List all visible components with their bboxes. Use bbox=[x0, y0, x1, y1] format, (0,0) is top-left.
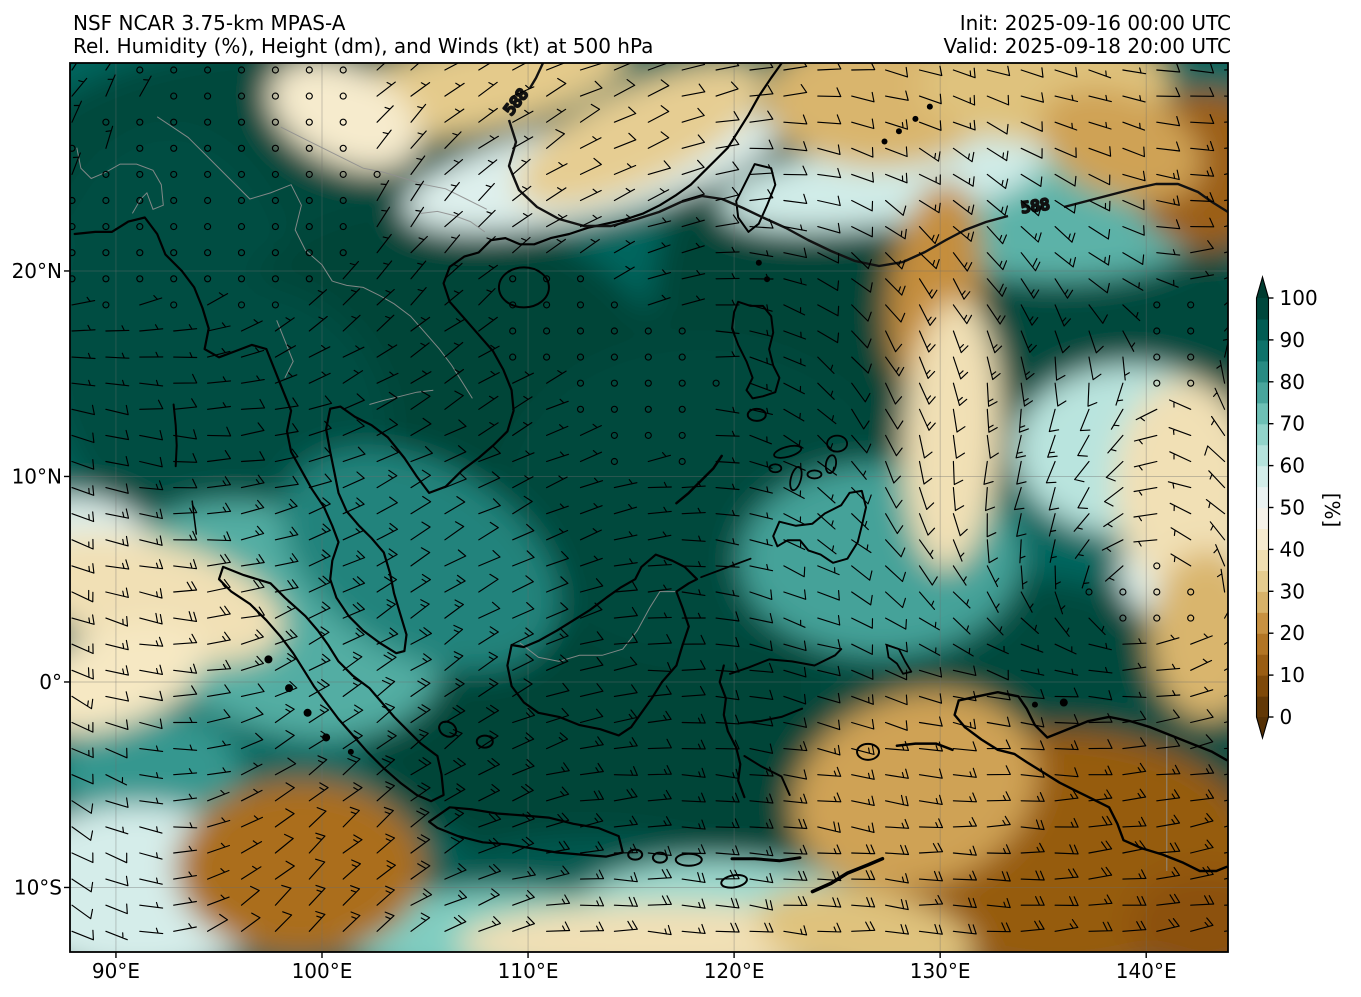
colorbar: 0 10 20 30 40 50 60 70 80 90 100 bbox=[1255, 274, 1318, 741]
colorbar-tick-label: 30 bbox=[1280, 579, 1305, 603]
x-tick-label: 120°E bbox=[704, 959, 765, 983]
figure-title: NSF NCAR 3.75-km MPAS-A bbox=[73, 11, 346, 35]
colorbar-tick-label: 60 bbox=[1280, 454, 1305, 478]
init-time-label: Init: 2025-09-16 00:00 UTC bbox=[959, 11, 1231, 35]
y-tick-label: 10°N bbox=[12, 464, 62, 488]
rh-field-layer bbox=[70, 63, 1228, 952]
y-axis: 20°N 10°N 0° 10°S bbox=[12, 259, 70, 899]
map-frame bbox=[69, 62, 1229, 953]
figure-subtitle: Rel. Humidity (%), Height (dm), and Wind… bbox=[73, 34, 654, 58]
y-tick-label: 20°N bbox=[12, 259, 62, 283]
colorbar-tick-label: 10 bbox=[1280, 663, 1305, 687]
colorbar-tick-label: 100 bbox=[1280, 286, 1318, 310]
colorbar-tick-label: 70 bbox=[1280, 412, 1305, 436]
colorbar-tick-label: 0 bbox=[1280, 705, 1293, 729]
x-axis: 90°E 100°E 110°E 120°E 130°E 140°E bbox=[92, 952, 1177, 983]
colorbar-tick-label: 40 bbox=[1280, 537, 1305, 561]
x-tick-label: 140°E bbox=[1116, 959, 1177, 983]
colorbar-tick-label: 80 bbox=[1280, 370, 1305, 394]
x-tick-label: 110°E bbox=[498, 959, 559, 983]
y-tick-label: 0° bbox=[39, 670, 62, 694]
colorbar-tick-label: 20 bbox=[1280, 621, 1305, 645]
x-tick-label: 90°E bbox=[92, 959, 140, 983]
x-tick-label: 130°E bbox=[910, 959, 971, 983]
x-tick-label: 100°E bbox=[292, 959, 353, 983]
wind-barbs-layer bbox=[70, 63, 1228, 941]
valid-time-label: Valid: 2025-09-18 20:00 UTC bbox=[943, 34, 1231, 58]
colorbar-tick-label: 50 bbox=[1280, 496, 1305, 520]
colorbar-tick-label: 90 bbox=[1280, 328, 1305, 352]
y-tick-label: 10°S bbox=[14, 875, 62, 899]
